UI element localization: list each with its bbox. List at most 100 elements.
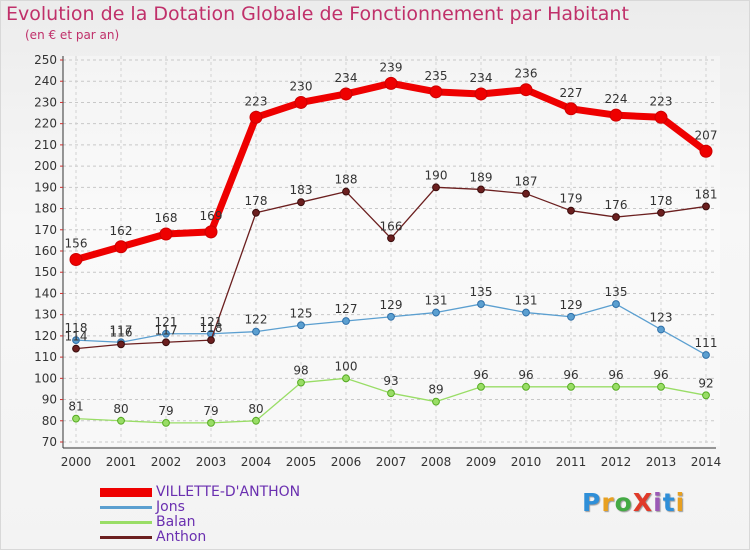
data-label-anthon: 116 [110,325,133,339]
data-point-balan [252,416,260,425]
data-label-anthon: 179 [560,192,583,206]
data-point-anthon [702,202,710,211]
data-label-balan: 100 [335,359,358,373]
data-label-anthon: 166 [380,219,403,233]
y-tick-label: 100 [34,371,57,385]
data-point-jons [342,317,350,325]
y-tick-label: 230 [34,95,57,109]
data-label-balan: 89 [428,383,443,397]
data-point-villette-d-anthon [339,87,353,101]
y-tick-label: 120 [34,329,57,343]
data-label-villette-d-anthon: 207 [695,128,718,142]
y-tick-label: 180 [34,202,57,216]
data-point-balan [477,382,485,391]
data-label-villette-d-anthon: 169 [200,209,223,223]
data-label-anthon: 114 [65,330,88,344]
data-point-anthon [72,344,80,353]
data-label-anthon: 181 [695,187,718,201]
data-label-anthon: 118 [200,321,223,335]
data-point-jons [162,329,170,338]
data-label-villette-d-anthon: 223 [650,94,673,108]
data-label-jons: 121 [200,315,223,329]
y-tick-label: 170 [34,223,57,237]
legend-label: Anthon [156,529,207,545]
legend-label: Jons [156,499,185,515]
data-point-balan [567,382,575,391]
data-point-villette-d-anthon [564,102,578,116]
data-label-balan: 80 [113,402,128,416]
data-point-jons [252,327,260,336]
data-point-balan [612,382,620,391]
data-label-anthon: 183 [290,183,313,197]
data-point-anthon [657,208,665,217]
data-label-anthon: 188 [335,173,358,187]
data-label-jons: 111 [695,336,718,350]
data-label-jons: 117 [110,323,133,337]
data-point-villette-d-anthon [114,240,128,254]
x-tick-label: 2014 [691,455,722,469]
data-label-jons: 127 [335,302,358,316]
x-tick-label: 2009 [466,455,497,469]
data-label-anthon: 117 [155,323,178,337]
data-label-villette-d-anthon: 230 [290,79,313,93]
data-point-villette-d-anthon [429,85,443,99]
data-point-jons [702,351,710,359]
data-label-villette-d-anthon: 235 [425,69,448,83]
data-label-balan: 96 [518,368,533,382]
data-label-jons: 131 [515,294,538,308]
y-tick-label: 110 [34,350,57,364]
data-point-villette-d-anthon [159,227,173,241]
data-point-villette-d-anthon [654,110,668,124]
data-label-jons: 135 [470,285,493,299]
data-point-balan [522,382,530,391]
data-label-villette-d-anthon: 239 [380,60,403,74]
x-tick-label: 2006 [331,455,362,469]
x-tick-label: 2002 [151,455,182,469]
data-point-balan [207,419,215,427]
legend-swatch [100,521,152,524]
data-label-balan: 79 [158,404,173,418]
data-label-balan: 93 [383,374,398,388]
data-point-balan [162,419,170,427]
x-tick-label: 2011 [556,455,587,469]
x-tick-label: 2010 [511,455,542,469]
data-point-jons [477,300,485,308]
data-point-villette-d-anthon [294,95,308,109]
data-label-jons: 125 [290,306,313,320]
x-tick-label: 2000 [61,455,92,469]
data-point-balan [342,374,350,383]
data-label-balan: 79 [203,404,218,418]
y-tick-label: 190 [34,180,57,194]
y-tick-label: 90 [42,393,57,407]
data-label-balan: 96 [653,368,668,382]
data-label-jons: 118 [65,321,88,335]
x-tick-label: 2013 [646,455,677,469]
data-label-villette-d-anthon: 156 [65,236,88,250]
data-label-villette-d-anthon: 223 [245,94,268,108]
y-tick-label: 160 [34,244,57,258]
data-point-villette-d-anthon [69,252,83,266]
data-label-balan: 81 [68,400,83,414]
y-tick-label: 140 [34,286,57,300]
data-label-villette-d-anthon: 236 [515,67,538,81]
data-point-anthon [162,338,170,347]
chart-subtitle: (en € et par an) [25,28,120,42]
data-label-villette-d-anthon: 168 [155,211,178,225]
data-label-balan: 96 [473,368,488,382]
data-label-jons: 121 [155,315,178,329]
data-point-anthon [387,234,395,243]
data-label-villette-d-anthon: 234 [470,71,493,85]
data-point-villette-d-anthon [609,108,623,122]
data-label-jons: 129 [380,298,403,312]
data-point-anthon [612,213,620,221]
data-point-anthon [522,189,530,198]
data-label-anthon: 178 [245,194,268,208]
proxiti-logo: ProXiti [582,488,686,517]
data-point-balan [72,414,80,423]
data-point-anthon [207,336,215,345]
x-tick-label: 2005 [286,455,317,469]
data-point-anthon [117,340,125,349]
data-label-jons: 135 [605,285,628,299]
y-tick-label: 150 [34,265,57,279]
